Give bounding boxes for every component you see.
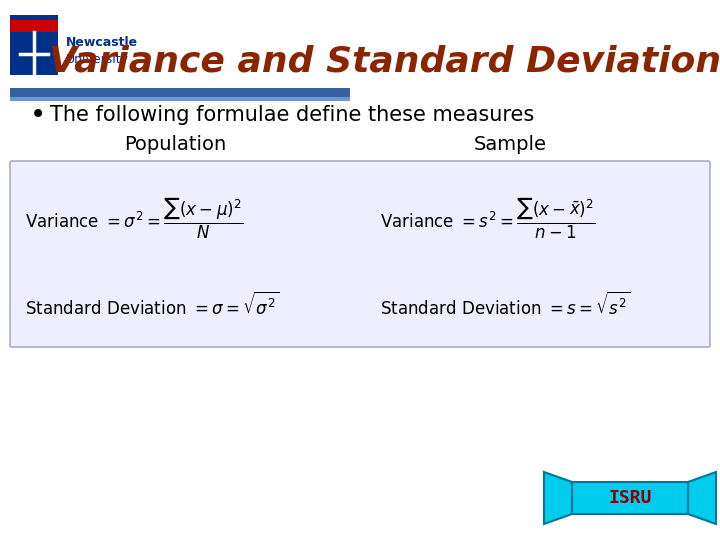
Polygon shape [688, 472, 716, 524]
Text: Standard Deviation $= \sigma = \sqrt{\sigma^2}$: Standard Deviation $= \sigma = \sqrt{\si… [25, 292, 279, 319]
Text: ISRU: ISRU [608, 489, 652, 507]
Bar [10, 97, 350, 101]
FancyBboxPatch shape [10, 161, 710, 347]
Text: Variance $= s^2 = \dfrac{\sum(x-\bar{x})^2}{n-1}$: Variance $= s^2 = \dfrac{\sum(x-\bar{x})… [380, 195, 595, 241]
Text: •: • [30, 101, 46, 129]
Text: Variance $= \sigma^2 = \dfrac{\sum(x-\mu)^2}{N}$: Variance $= \sigma^2 = \dfrac{\sum(x-\mu… [25, 195, 243, 241]
Text: The following formulae define these measures: The following formulae define these meas… [50, 105, 534, 125]
Bar [572, 482, 688, 514]
Text: Newcastle: Newcastle [66, 36, 138, 49]
FancyBboxPatch shape [10, 15, 58, 75]
Text: Standard Deviation $= s = \sqrt{s^2}$: Standard Deviation $= s = \sqrt{s^2}$ [380, 292, 631, 319]
Text: Population: Population [124, 136, 226, 154]
Bar [10, 20, 58, 32]
Polygon shape [544, 472, 572, 524]
Bar [10, 88, 350, 97]
Text: Variance and Standard Deviation: Variance and Standard Deviation [49, 45, 720, 79]
Text: University: University [66, 53, 129, 66]
Text: Sample: Sample [474, 136, 546, 154]
